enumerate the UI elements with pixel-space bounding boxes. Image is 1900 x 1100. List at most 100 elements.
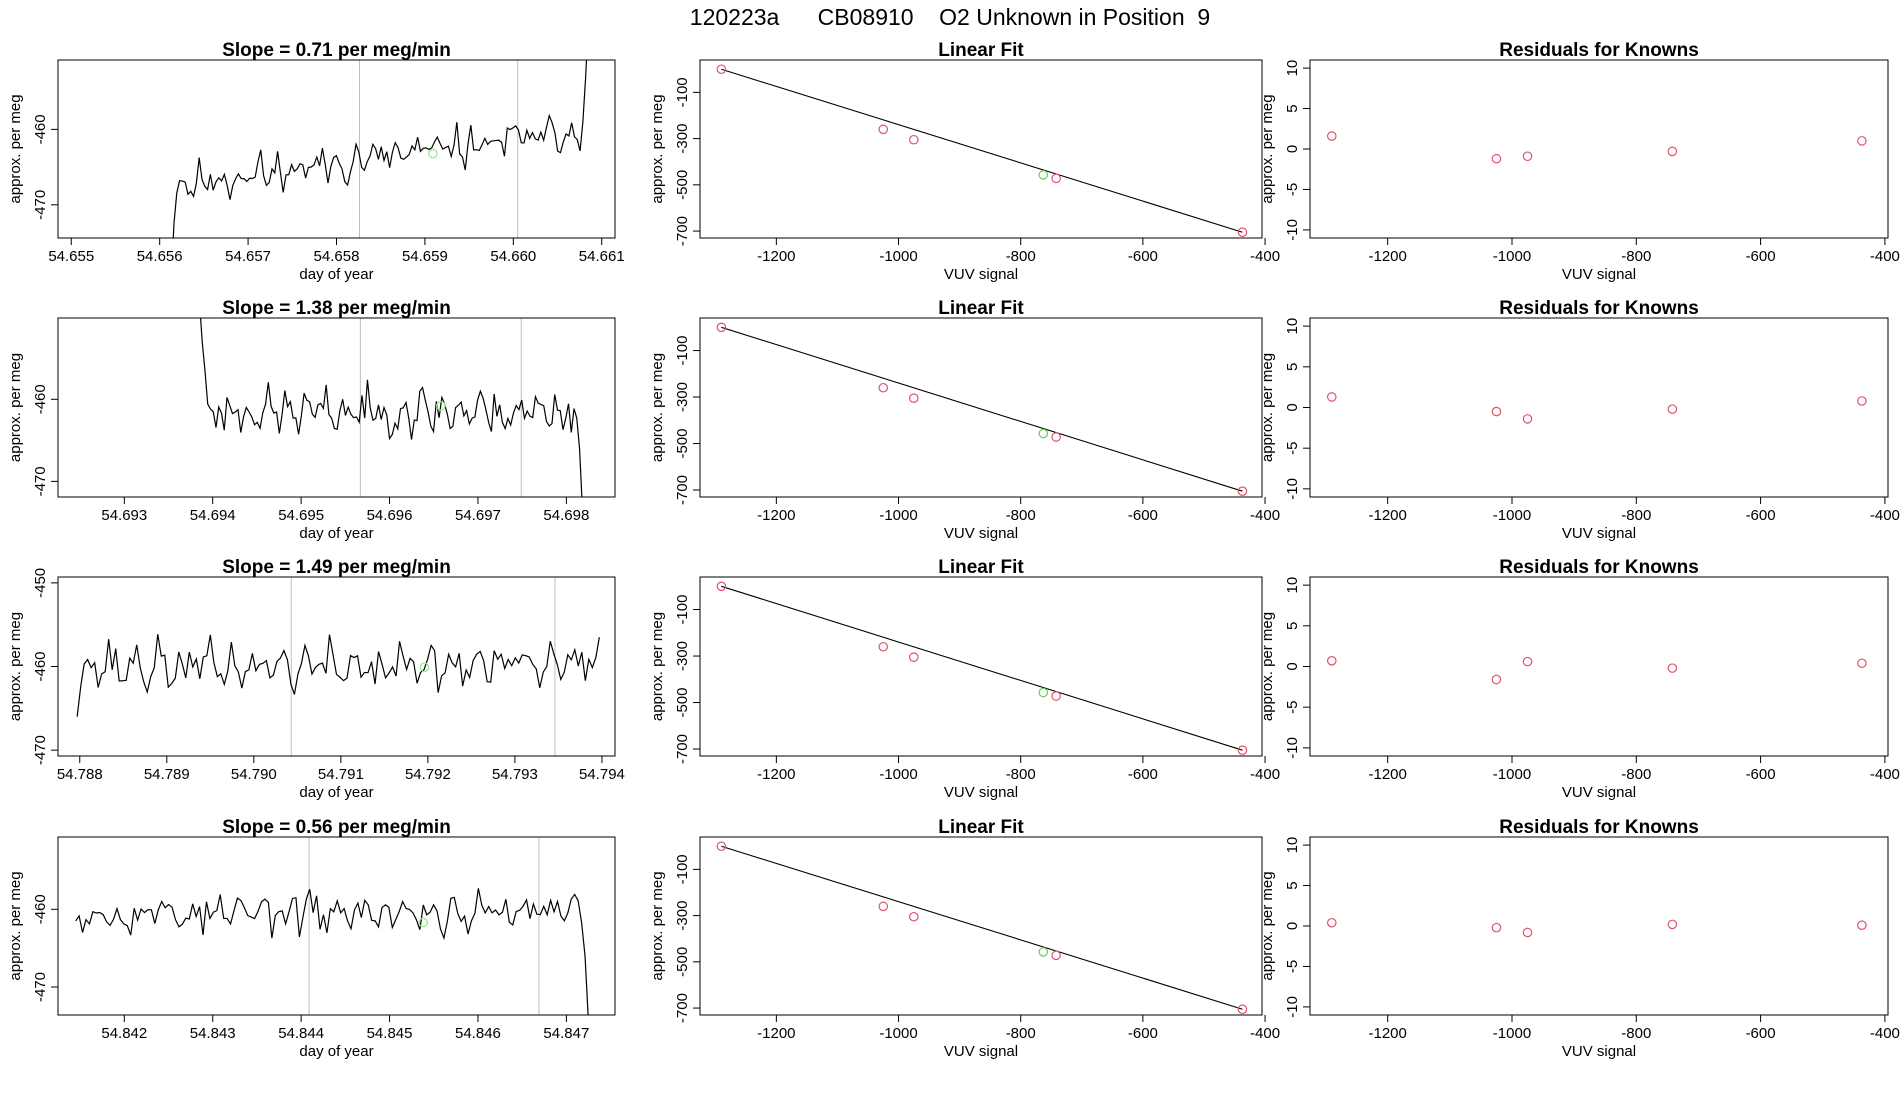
y-tick-label: -5 [1284, 442, 1301, 455]
plot-frame [57, 576, 616, 757]
x-tick-label: -800 [1006, 1025, 1036, 1042]
x-tick-label: -1000 [879, 1025, 917, 1042]
x-tick-label: 54.661 [579, 248, 625, 265]
x-tick-label: -400 [1870, 766, 1900, 783]
known-point [1237, 227, 1248, 238]
residual-point [1857, 396, 1867, 406]
y-tick-label: -5 [1284, 960, 1301, 973]
y-tick-label: 0 [1284, 145, 1301, 153]
unknown-mean-point [428, 148, 438, 159]
x-tick-label: -1000 [879, 507, 917, 524]
plot-frame [57, 59, 616, 239]
unknown-mean-point [418, 917, 428, 928]
y-tick-label: -700 [674, 993, 691, 1023]
residuals-panel-1: -1200 -1000 -800 -600 -400 10 5 0 -5 -10 Residuals… [1259, 40, 1900, 283]
unknown-mean-point [435, 401, 446, 411]
unknown-point [1038, 170, 1049, 180]
y-tick-label: 10 [1284, 318, 1301, 335]
x-tick-label: -1200 [1369, 507, 1407, 524]
y-tick-label: 10 [1284, 577, 1301, 594]
x-tick-label: -800 [1621, 248, 1651, 265]
known-point [909, 911, 919, 922]
x-axis-label: VUV signal [944, 266, 1018, 283]
main-title: 120223a CB08910 O2 Unknown in Position 9 [690, 4, 1210, 30]
x-tick-label: -800 [1006, 507, 1036, 524]
y-axis-label: approx. per meg [1259, 871, 1276, 980]
residual-point [1491, 922, 1502, 933]
residual-point [1667, 663, 1678, 673]
known-point [716, 581, 727, 592]
x-tick-label: 54.790 [231, 766, 277, 783]
y-tick-label: -500 [674, 947, 691, 977]
panels: 54.655 54.656 54.657 54.658 54.659 54.660 54.6… [7, 40, 1900, 1060]
x-axis-label: day of year [299, 784, 373, 801]
residual-point [1857, 658, 1867, 669]
x-axis-label: VUV signal [944, 1043, 1018, 1060]
residual-point [1667, 919, 1678, 930]
x-tick-label: 54.658 [314, 248, 360, 265]
plot-frame [1309, 317, 1889, 498]
y-axis-label: approx. per meg [7, 94, 24, 203]
y-axis-label: approx. per meg [7, 353, 24, 462]
fit-line [721, 326, 1243, 492]
x-tick-label: 54.657 [225, 248, 271, 265]
x-tick-label: -1000 [1493, 1025, 1531, 1042]
x-tick-label: 54.698 [543, 507, 589, 524]
x-tick-label: -600 [1128, 507, 1158, 524]
series-line [75, 888, 589, 1015]
y-tick-label: 10 [1284, 60, 1301, 77]
x-tick-label: -800 [1621, 1025, 1651, 1042]
residual-point [1326, 656, 1337, 666]
x-axis-label: day of year [299, 525, 373, 542]
x-tick-label: -1000 [879, 248, 917, 265]
fit-line [721, 68, 1243, 233]
plot-area [1326, 917, 1867, 938]
plot-frame [699, 317, 1263, 498]
y-tick-label: -10 [1284, 737, 1301, 759]
x-axis-label: VUV signal [944, 525, 1018, 542]
fit-line [721, 845, 1243, 1010]
x-tick-label: -400 [1870, 1025, 1900, 1042]
plot-frame [699, 576, 1263, 757]
y-axis-label: approx. per meg [649, 94, 666, 203]
residual-point [1522, 927, 1533, 938]
x-tick-label: 54.694 [190, 507, 236, 524]
x-tick-label: 54.788 [57, 766, 103, 783]
y-tick-label: -100 [674, 77, 691, 107]
x-tick-label: -400 [1250, 248, 1280, 265]
x-tick-label: -1000 [1493, 766, 1531, 783]
known-point [1051, 432, 1061, 442]
x-axis-label: VUV signal [944, 784, 1018, 801]
known-point [1051, 950, 1061, 961]
x-tick-label: 54.793 [492, 766, 538, 783]
residuals-panel-2: -1200 -1000 -800 -600 -400 10 5 0 -5 -10 Residuals… [1259, 298, 1900, 542]
y-tick-label: 10 [1284, 837, 1301, 854]
panel-title: Linear Fit [938, 298, 1024, 319]
y-tick-label: -460 [32, 651, 49, 681]
x-tick-label: -1200 [757, 1025, 795, 1042]
residual-point [1491, 406, 1502, 417]
y-tick-label: -500 [674, 429, 691, 459]
plot-area [716, 841, 1248, 1015]
x-tick-label: -800 [1006, 766, 1036, 783]
residual-point [1491, 153, 1502, 164]
panel-title: Residuals for Knowns [1499, 557, 1699, 578]
residual-point [1857, 136, 1867, 146]
y-axis-label: approx. per meg [1259, 353, 1276, 462]
x-tick-label: 54.660 [490, 248, 536, 265]
x-tick-label: 54.845 [367, 1025, 413, 1042]
y-tick-label: -5 [1284, 701, 1301, 714]
plot-area [1326, 131, 1867, 164]
x-tick-label: -600 [1746, 507, 1776, 524]
y-tick-label: 0 [1284, 922, 1301, 930]
x-tick-label: -800 [1621, 507, 1651, 524]
known-point [1237, 486, 1248, 496]
known-point [878, 382, 889, 393]
unknown-point [1038, 947, 1049, 957]
x-tick-label: 54.792 [405, 766, 451, 783]
known-point [909, 134, 919, 145]
y-tick-label: -300 [674, 382, 691, 412]
panel-title: Residuals for Knowns [1499, 40, 1699, 61]
x-tick-label: -600 [1128, 248, 1158, 265]
